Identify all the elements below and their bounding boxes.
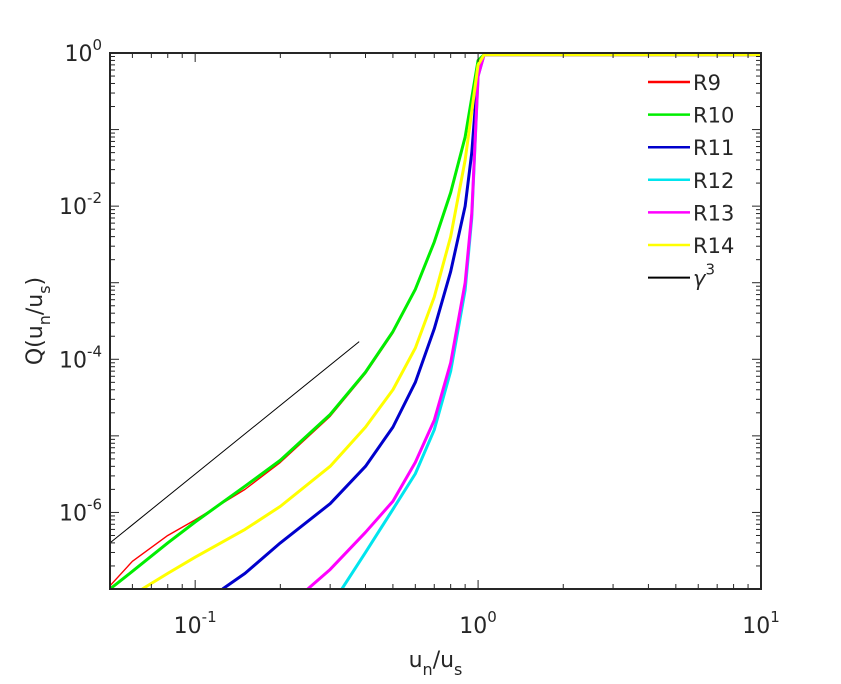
legend-label: R10 [693,104,734,128]
legend-label: R9 [693,71,721,95]
legend-label: γ3 [693,261,715,291]
x-tick-label: 101 [742,608,780,639]
legend-label: R13 [693,201,734,225]
y-axis-label: Q(un/us) [23,277,54,365]
x-tick-label: 10-1 [174,608,217,639]
series-line-6 [110,341,360,544]
x-tick-label: 100 [459,608,497,639]
series-layer [110,53,761,589]
x-axis-label: un/us [409,648,463,679]
series-line-5 [141,53,761,589]
legend-label: R14 [693,234,734,258]
legend-label: R11 [693,136,734,160]
legend: R9 R10 R11 R12 R13 R14 γ3 [648,71,734,291]
axes-box [109,52,762,590]
legend-label: R12 [693,169,734,193]
y-tick-label: 100 [64,36,102,67]
series-line-4 [306,53,761,589]
y-tick-label: 10-6 [59,495,102,526]
series-line-1 [110,53,761,589]
y-tick-label: 10-4 [59,342,102,373]
y-tick-label: 10-2 [59,189,102,220]
